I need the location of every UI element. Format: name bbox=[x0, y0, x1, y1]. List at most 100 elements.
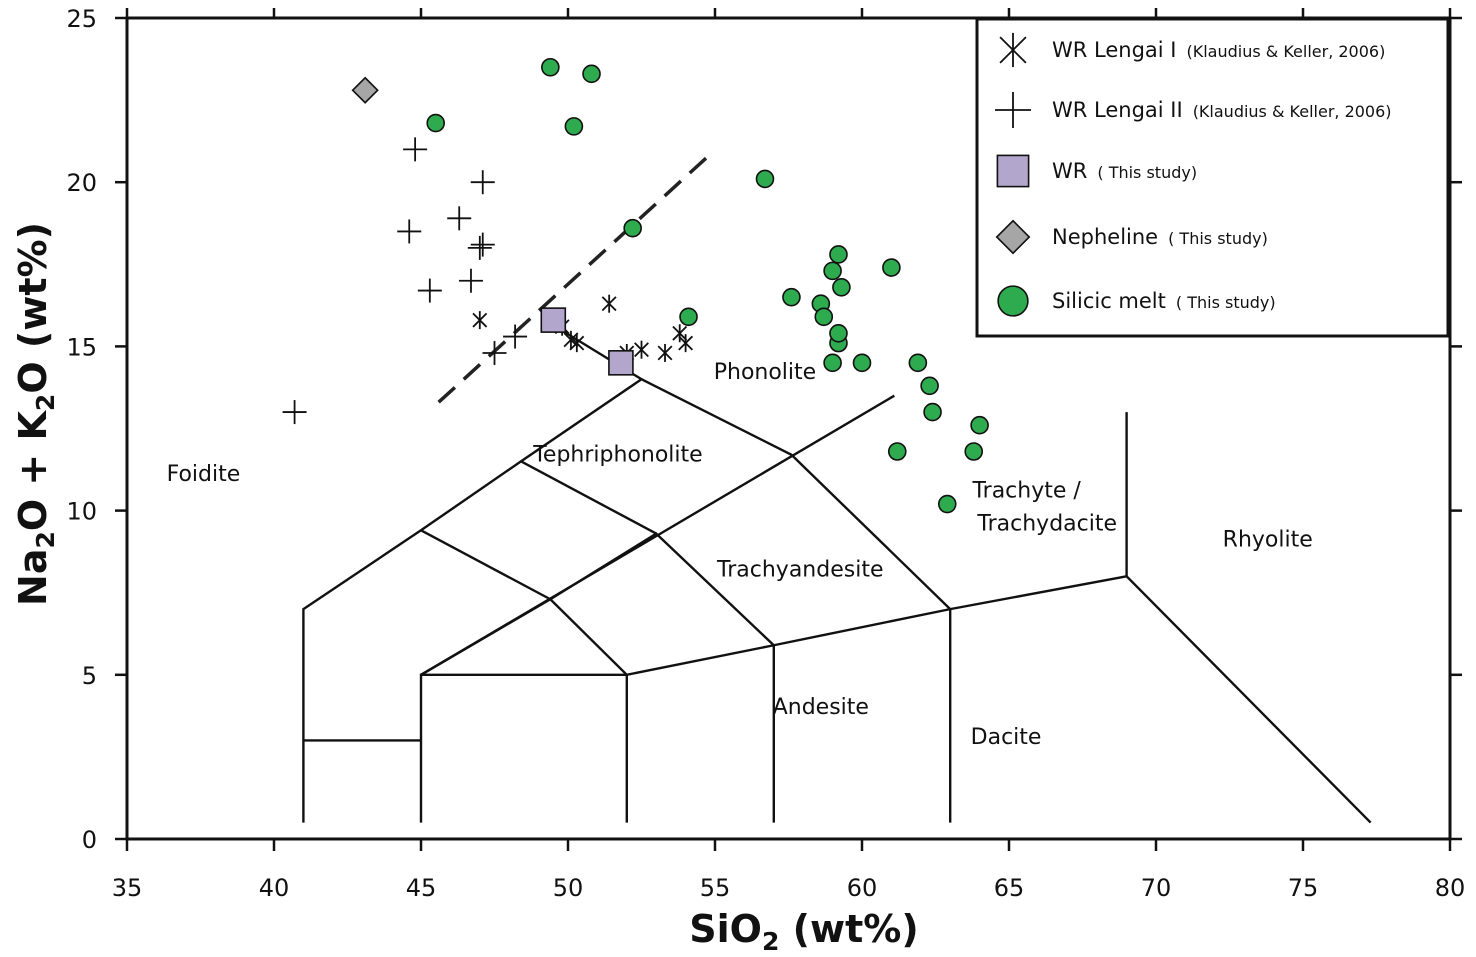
legend-label: WR Lengai I (Klaudius & Keller, 2006) bbox=[1052, 38, 1385, 62]
legend-label: WR Lengai II (Klaudius & Keller, 2006) bbox=[1052, 98, 1392, 122]
data-point-asterisk bbox=[601, 294, 617, 313]
data-point-circle bbox=[997, 285, 1029, 317]
data-point-plus bbox=[447, 206, 472, 231]
field-label: Trachyte / bbox=[971, 478, 1081, 503]
dashed-trend-line bbox=[437, 151, 714, 404]
field-boundary-line bbox=[520, 460, 657, 535]
data-point-plus bbox=[482, 340, 507, 365]
x-tick-label: 60 bbox=[847, 874, 878, 902]
data-point-circle bbox=[920, 376, 939, 396]
field-boundary-line bbox=[419, 673, 628, 823]
y-tick-label: 5 bbox=[82, 662, 97, 690]
x-tick-label: 40 bbox=[259, 874, 290, 902]
legend-series-source: (Klaudius & Keller, 2006) bbox=[1187, 42, 1386, 61]
data-point-circle bbox=[782, 287, 801, 307]
data-point-plus bbox=[470, 170, 495, 195]
field-label: Tephriphonolite bbox=[532, 442, 702, 467]
data-point-asterisk bbox=[657, 343, 673, 362]
x-tick-label: 70 bbox=[1141, 874, 1172, 902]
legend-series-name: WR bbox=[1052, 159, 1087, 183]
data-point-circle bbox=[829, 323, 848, 343]
plot-frame bbox=[125, 16, 1452, 841]
data-point-circle bbox=[541, 57, 560, 77]
field-label: Trachyandesite bbox=[716, 557, 883, 582]
y-tick-label: 15 bbox=[66, 333, 97, 361]
legend-item: WR Lengai II (Klaudius & Keller, 2006) bbox=[995, 92, 1392, 128]
data-point-asterisk bbox=[634, 340, 649, 359]
data-point-circle bbox=[908, 353, 928, 373]
data-point-circle bbox=[964, 442, 984, 461]
x-tick-label: 75 bbox=[1288, 874, 1319, 902]
legend-series-source: ( This study) bbox=[1168, 229, 1268, 248]
x-tick-label: 35 bbox=[112, 874, 143, 902]
data-point-plus bbox=[503, 324, 528, 349]
field-label: Rhyolite bbox=[1223, 528, 1313, 553]
x-tick-label: 80 bbox=[1435, 874, 1466, 902]
x-tick-label: 50 bbox=[553, 874, 584, 902]
legend: WR Lengai I (Klaudius & Keller, 2006) WR L… bbox=[975, 17, 1450, 338]
classification-field-labels: Foidite Phonolite Tephriphonolite Trachyand… bbox=[167, 360, 1313, 750]
field-label: Andesite bbox=[773, 695, 869, 720]
data-point-plus bbox=[397, 219, 422, 244]
data-point-asterisk bbox=[999, 32, 1027, 68]
field-boundary-line bbox=[626, 574, 1372, 824]
data-point-circle bbox=[832, 277, 851, 297]
field-boundary-line bbox=[420, 597, 628, 676]
field-boundary-line bbox=[640, 378, 952, 823]
data-point-plus bbox=[403, 137, 428, 162]
legend-item: Silicic melt ( This study) bbox=[997, 285, 1276, 317]
data-point-circle bbox=[823, 353, 842, 373]
data-point-plus bbox=[995, 92, 1031, 128]
y-axis-title: Na2O + K2O (wt%) bbox=[11, 222, 60, 606]
axes: 35 40 45 50 55 60 65 70 75 80 0 5 10 15 20 25 bbox=[66, 5, 1465, 902]
y-tick-label: 20 bbox=[66, 169, 97, 197]
x-tick-label: 45 bbox=[406, 874, 437, 902]
legend-label: Nepheline ( This study) bbox=[1052, 225, 1268, 249]
y-tick-label: 10 bbox=[66, 498, 97, 526]
legend-item: WR ( This study) bbox=[996, 154, 1197, 188]
data-point-circle bbox=[564, 117, 584, 136]
legend-box bbox=[975, 17, 1450, 338]
field-label: Foidite bbox=[167, 462, 241, 487]
field-label: Trachydacite bbox=[976, 511, 1117, 536]
y-tick-label: 0 bbox=[82, 826, 97, 854]
legend-label: Silicic melt ( This study) bbox=[1052, 289, 1276, 313]
data-point-diamond bbox=[995, 219, 1031, 255]
data-point-circle bbox=[829, 245, 848, 264]
data-point-plus bbox=[458, 268, 483, 293]
data-point-circle bbox=[970, 415, 989, 435]
data-point-circle bbox=[582, 64, 601, 84]
legend-series-source: (Klaudius & Keller, 2006) bbox=[1193, 102, 1392, 121]
data-point-asterisk bbox=[472, 311, 488, 330]
data-point-plus bbox=[467, 235, 492, 260]
data-points bbox=[282, 57, 989, 514]
data-point-circle bbox=[755, 169, 775, 189]
legend-series-source: ( This study) bbox=[1176, 293, 1276, 312]
data-point-square bbox=[540, 307, 567, 333]
field-boundary-line bbox=[420, 394, 895, 676]
data-point-square bbox=[608, 350, 634, 376]
data-point-asterisk bbox=[672, 324, 688, 343]
data-point-circle bbox=[823, 261, 842, 281]
data-point-asterisk bbox=[678, 334, 694, 353]
data-point-circle bbox=[887, 442, 907, 461]
legend-item: Nepheline ( This study) bbox=[995, 219, 1268, 255]
data-point-circle bbox=[426, 113, 446, 133]
legend-item: WR Lengai I (Klaudius & Keller, 2006) bbox=[999, 32, 1385, 68]
legend-series-name: Nepheline bbox=[1052, 225, 1158, 249]
legend-series-name: Silicic melt bbox=[1052, 289, 1166, 313]
legend-series-name: WR Lengai II bbox=[1052, 98, 1183, 122]
data-point-circle bbox=[852, 353, 872, 373]
data-point-circle bbox=[937, 494, 957, 514]
legend-label: WR ( This study) bbox=[1052, 159, 1197, 183]
data-point-circle bbox=[679, 307, 698, 327]
field-label: Dacite bbox=[971, 725, 1042, 750]
data-point-diamond bbox=[351, 76, 379, 104]
x-tick-label: 65 bbox=[994, 874, 1025, 902]
legend-series-source: ( This study) bbox=[1097, 163, 1197, 182]
data-point-circle bbox=[923, 402, 942, 422]
x-tick-label: 55 bbox=[700, 874, 731, 902]
data-point-plus bbox=[417, 278, 442, 303]
y-tick-label: 25 bbox=[66, 5, 97, 33]
